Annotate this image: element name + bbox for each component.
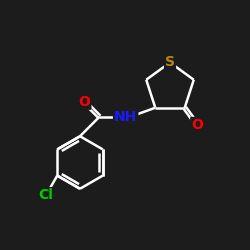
Text: Cl: Cl bbox=[38, 188, 54, 202]
Text: O: O bbox=[78, 95, 90, 109]
Text: O: O bbox=[191, 118, 203, 132]
Text: NH: NH bbox=[114, 110, 137, 124]
Text: S: S bbox=[165, 56, 175, 70]
